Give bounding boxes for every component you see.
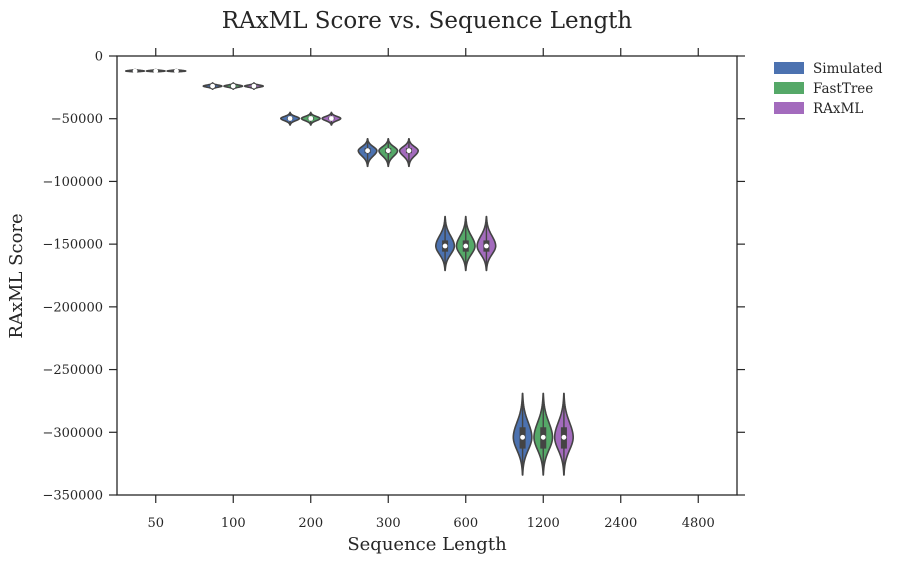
y-axis-ticks: 0 −50000 −100000 −150000 −200000 −250000 −3000… bbox=[42, 50, 745, 504]
violin-raxml-50 bbox=[166, 68, 187, 74]
violin-median-point bbox=[287, 116, 293, 121]
y-tick-label: −150000 bbox=[42, 238, 103, 253]
violin-median-point bbox=[385, 148, 391, 154]
y-tick-label: −250000 bbox=[42, 363, 103, 378]
violin-median-point bbox=[484, 243, 489, 249]
chart-title: RAxML Score vs. Sequence Length bbox=[222, 8, 633, 34]
violin-median-point bbox=[308, 116, 314, 121]
violin-raxml-300 bbox=[398, 137, 419, 168]
violin-fasttree-300 bbox=[378, 137, 399, 168]
violin-raxml-600 bbox=[476, 215, 497, 272]
violin-median-point bbox=[132, 68, 138, 74]
x-tick-label: 50 bbox=[147, 516, 164, 531]
violin-median-point bbox=[463, 243, 469, 249]
violin-simulated-1200 bbox=[512, 392, 533, 476]
y-tick-label: −100000 bbox=[42, 175, 103, 190]
y-tick-label: −300000 bbox=[42, 426, 103, 441]
violin-simulated-50 bbox=[124, 68, 146, 74]
violin-median-point bbox=[153, 68, 159, 74]
violin-fasttree-600 bbox=[455, 215, 476, 272]
violin-median-point bbox=[540, 434, 546, 440]
x-tick-label: 600 bbox=[453, 516, 478, 531]
violin-median-point bbox=[210, 83, 215, 89]
x-axis-ticks: 50 100 200 300 600 1200 2400 4800 bbox=[147, 48, 715, 531]
violin-fasttree-1200 bbox=[533, 392, 554, 476]
legend: Simulated FastTree RAxML bbox=[774, 61, 883, 117]
legend-swatch-raxml bbox=[774, 102, 804, 114]
violin-median-point bbox=[174, 68, 179, 74]
violin-raxml-1200 bbox=[553, 392, 574, 476]
violin-median-point bbox=[520, 434, 525, 440]
violins-group bbox=[124, 68, 574, 476]
violin-median-point bbox=[406, 148, 412, 154]
legend-label-fasttree: FastTree bbox=[813, 81, 873, 97]
x-tick-label: 1200 bbox=[527, 516, 560, 531]
x-axis-label: Sequence Length bbox=[347, 534, 507, 555]
y-tick-label: −200000 bbox=[42, 300, 103, 315]
violin-median-point bbox=[442, 243, 448, 249]
violin-simulated-600 bbox=[434, 215, 456, 272]
legend-label-simulated: Simulated bbox=[813, 61, 883, 77]
y-tick-label: 0 bbox=[95, 50, 103, 65]
x-tick-label: 200 bbox=[298, 516, 323, 531]
y-tick-label: −350000 bbox=[42, 489, 103, 504]
violin-simulated-300 bbox=[357, 137, 378, 168]
violin-median-point bbox=[230, 83, 236, 89]
legend-swatch-simulated bbox=[774, 62, 804, 74]
x-tick-label: 100 bbox=[221, 516, 246, 531]
violin-simulated-200 bbox=[280, 111, 301, 126]
y-axis-label: RAxML Score bbox=[6, 213, 27, 338]
x-tick-label: 300 bbox=[376, 516, 401, 531]
violin-simulated-100 bbox=[202, 82, 223, 91]
x-tick-label: 2400 bbox=[604, 516, 637, 531]
y-tick-label: −50000 bbox=[51, 112, 103, 127]
violin-median-point bbox=[329, 116, 334, 121]
violin-median-point bbox=[365, 148, 370, 154]
violin-median-point bbox=[251, 83, 257, 89]
violin-fasttree-100 bbox=[223, 82, 244, 91]
legend-swatch-fasttree bbox=[774, 82, 804, 94]
violin-raxml-100 bbox=[243, 82, 265, 91]
violin-fasttree-200 bbox=[300, 111, 321, 126]
legend-label-raxml: RAxML bbox=[813, 101, 863, 117]
violin-raxml-200 bbox=[321, 111, 342, 126]
violin-median-point bbox=[561, 434, 567, 440]
violin-fasttree-50 bbox=[145, 68, 166, 74]
x-tick-label: 4800 bbox=[682, 516, 715, 531]
plot-frame bbox=[116, 55, 738, 496]
